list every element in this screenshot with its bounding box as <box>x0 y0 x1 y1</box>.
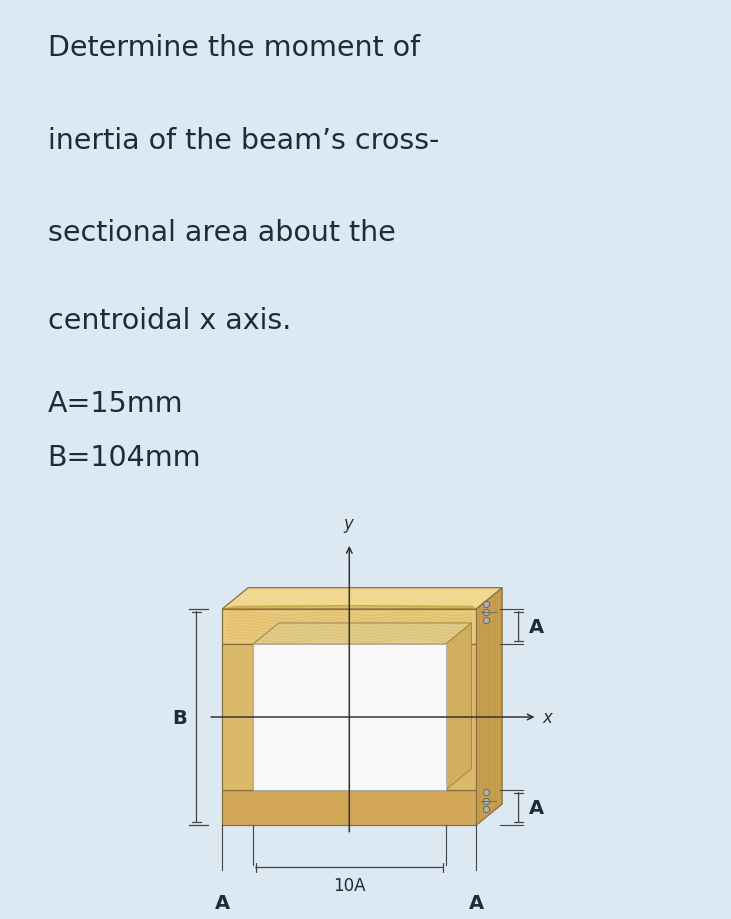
Polygon shape <box>222 609 477 644</box>
Text: Determine the moment of: Determine the moment of <box>48 34 420 62</box>
Polygon shape <box>222 644 253 790</box>
Text: A=15mm: A=15mm <box>48 390 183 417</box>
Text: $y$: $y$ <box>343 516 355 534</box>
Polygon shape <box>253 623 471 644</box>
Text: A: A <box>215 893 230 913</box>
Text: sectional area about the: sectional area about the <box>48 219 395 247</box>
Polygon shape <box>253 644 446 790</box>
Text: A: A <box>469 893 484 913</box>
Text: B=104mm: B=104mm <box>48 443 201 471</box>
Text: A: A <box>529 799 544 817</box>
Text: inertia of the beam’s cross-: inertia of the beam’s cross- <box>48 127 439 154</box>
Text: $x$: $x$ <box>542 709 555 726</box>
Text: 10A: 10A <box>333 876 366 894</box>
Polygon shape <box>477 588 502 825</box>
Text: B: B <box>173 708 187 727</box>
Polygon shape <box>222 588 502 609</box>
Polygon shape <box>446 644 477 790</box>
Polygon shape <box>446 623 471 790</box>
Polygon shape <box>222 790 477 825</box>
Text: A: A <box>529 618 544 636</box>
Text: centroidal x axis.: centroidal x axis. <box>48 307 291 335</box>
Polygon shape <box>253 769 471 790</box>
